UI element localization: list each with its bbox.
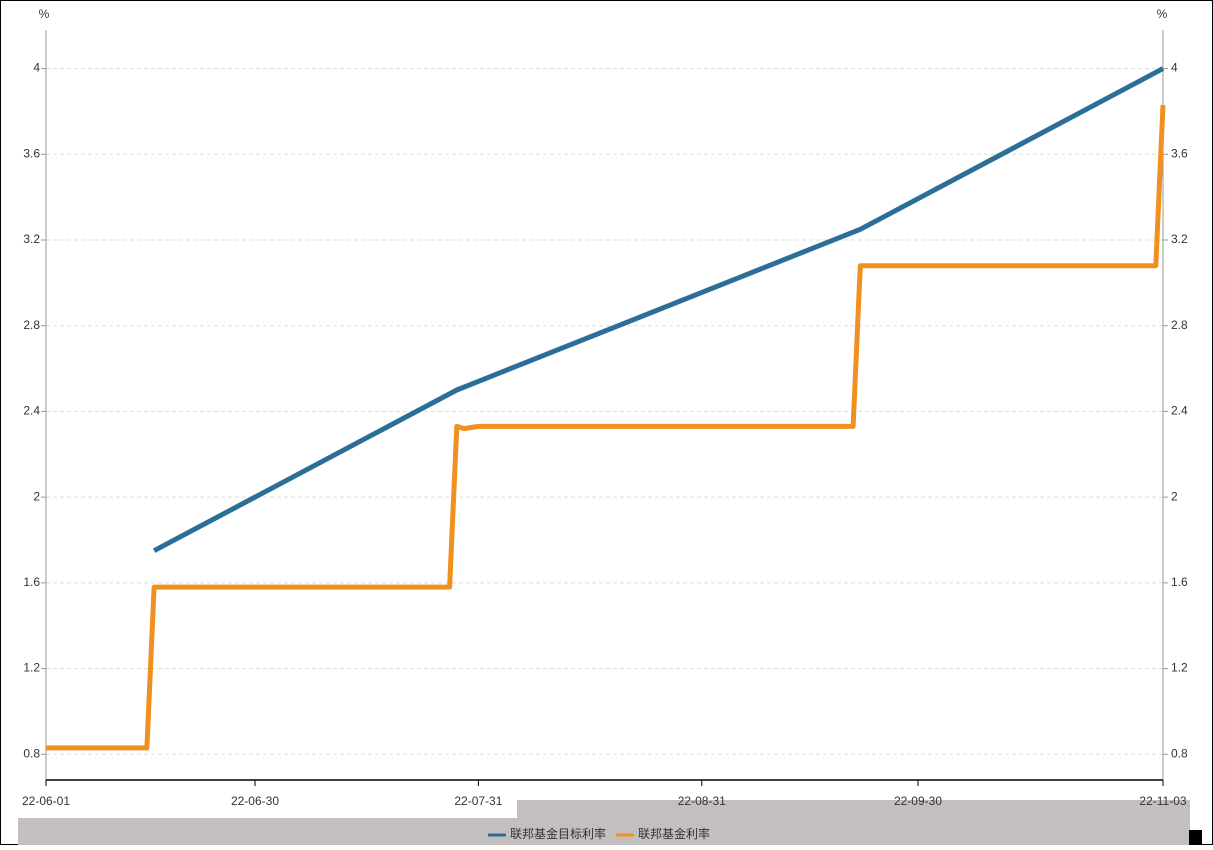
x-tick-label: 22-07-31 [454,794,502,808]
y2-tick-label: 2.8 [1171,318,1188,332]
y-tick-label: 3.6 [23,146,40,160]
y2-tick-label: 4 [1171,61,1178,75]
x-tick-label: 22-09-30 [894,794,942,808]
y2-unit: % [1157,7,1168,21]
y2-tick-label: 1.2 [1171,661,1188,675]
y2-tick-label: 2 [1171,489,1178,503]
overlay-square [1189,830,1202,845]
y-tick-label: 2 [33,489,40,503]
y2-tick-label: 3.6 [1171,146,1188,160]
series-line [46,104,1166,751]
y-tick-label: 1.2 [23,661,40,675]
x-tick-label: 22-11-03 [1139,794,1186,808]
y2-tick-label: 1.6 [1171,575,1188,589]
y-tick-label: 2.8 [23,318,40,332]
y-tick-label: 4 [33,61,40,75]
y2-tick-label: 2.4 [1171,404,1188,418]
y2-tick-label: 0.8 [1171,746,1188,760]
y-tick-label: 1.6 [23,575,40,589]
series-line [152,66,1165,553]
y-tick-label: 3.2 [23,232,40,246]
y-tick-label: 0.8 [23,746,40,760]
x-tick-label: 22-06-30 [231,794,279,808]
x-tick-label: 22-08-31 [678,794,726,808]
overlay-band [517,800,1190,845]
legend-label: 联邦基金利率 [638,826,710,841]
y-tick-label: 2.4 [23,404,40,418]
y2-tick-label: 3.2 [1171,232,1188,246]
y-unit: % [39,7,50,21]
x-tick-label: 22-06-01 [22,794,70,808]
legend-label: 联邦基金目标利率 [510,826,606,841]
